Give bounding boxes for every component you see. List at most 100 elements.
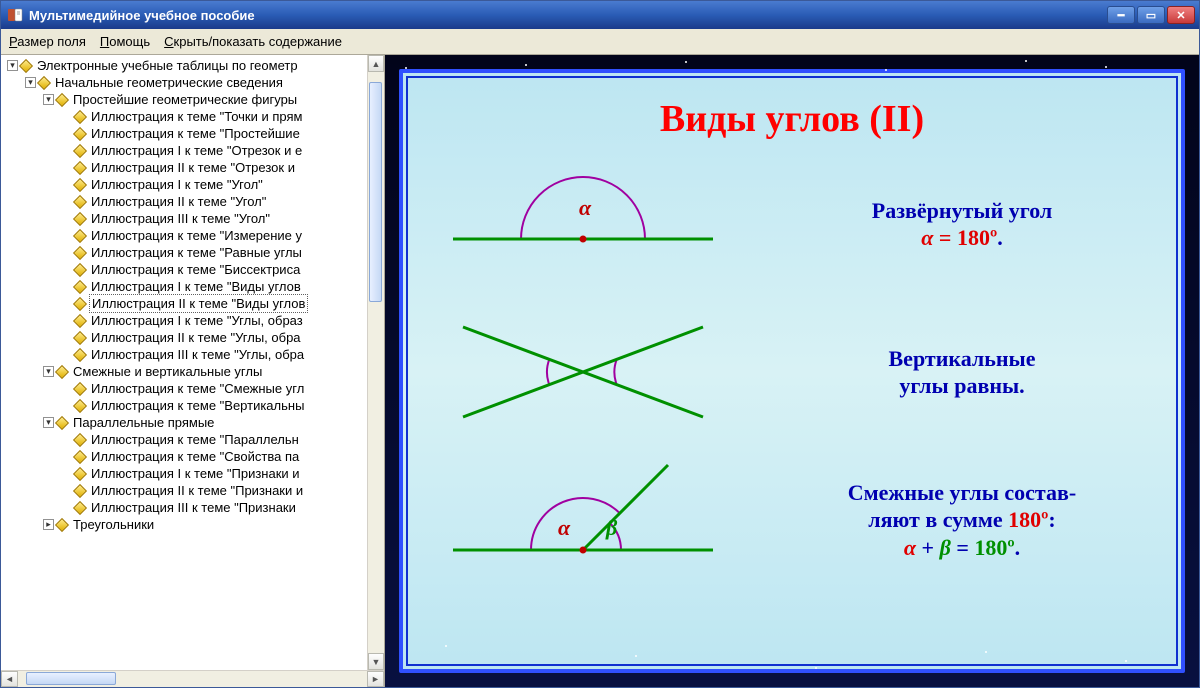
tree-item-label: Иллюстрация к теме "Измерение у xyxy=(89,227,304,244)
tree-item[interactable]: Иллюстрация I к теме "Углы, образ xyxy=(3,312,367,329)
diamond-icon xyxy=(73,381,87,395)
row-vertical-angles: Вертикальные углы равны. xyxy=(413,307,1171,437)
collapse-icon[interactable]: ▾ xyxy=(43,417,54,428)
diamond-icon xyxy=(73,109,87,123)
tree-item[interactable]: Иллюстрация I к теме "Угол" xyxy=(3,176,367,193)
desc-line: Развёрнутый угол xyxy=(753,197,1171,225)
tree-item-label: Иллюстрация II к теме "Виды углов xyxy=(89,294,308,313)
star-decoration xyxy=(635,655,637,657)
tree-item[interactable]: Иллюстрация к теме "Параллельн xyxy=(3,431,367,448)
desc-formula: α + β = 180º. xyxy=(753,534,1171,562)
tree-item[interactable]: Иллюстрация II к теме "Виды углов xyxy=(3,295,367,312)
tree-view[interactable]: ▾Электронные учебные таблицы по геометр▾… xyxy=(1,55,367,670)
tree-item[interactable]: Иллюстрация III к теме "Признаки xyxy=(3,499,367,516)
tree-item[interactable]: Иллюстрация II к теме "Углы, обра xyxy=(3,329,367,346)
tree-item[interactable]: Иллюстрация к теме "Равные углы xyxy=(3,244,367,261)
scroll-track-h[interactable] xyxy=(18,671,367,687)
scroll-thumb-h[interactable] xyxy=(26,672,116,685)
desc-vertical-angles: Вертикальные углы равны. xyxy=(753,345,1171,400)
diamond-icon xyxy=(73,466,87,480)
titlebar[interactable]: Мультимедийное учебное пособие ━ ▭ ✕ xyxy=(1,1,1199,29)
tree-item[interactable]: Иллюстрация к теме "Точки и прям xyxy=(3,108,367,125)
tree-item[interactable]: Иллюстрация II к теме "Отрезок и xyxy=(3,159,367,176)
desc-adjacent-angles: Смежные углы состав- ляют в сумме 180º: … xyxy=(753,479,1171,562)
tree-item[interactable]: Иллюстрация III к теме "Угол" xyxy=(3,210,367,227)
tree-item-label: Иллюстрация к теме "Простейшие xyxy=(89,125,302,142)
tree-item-label: Простейшие геометрические фигуры xyxy=(71,91,299,108)
tree-spacer xyxy=(61,230,72,241)
tree-item[interactable]: Иллюстрация I к теме "Отрезок и е xyxy=(3,142,367,159)
tree-item[interactable]: Иллюстрация к теме "Простейшие xyxy=(3,125,367,142)
tree-item[interactable]: ▾Смежные и вертикальные углы xyxy=(3,363,367,380)
diamond-icon xyxy=(73,347,87,361)
tree-item[interactable]: Иллюстрация I к теме "Виды углов xyxy=(3,278,367,295)
diamond-icon xyxy=(73,483,87,497)
star-decoration xyxy=(685,61,687,63)
diagram-straight-angle: α xyxy=(413,159,753,289)
collapse-icon[interactable]: ▾ xyxy=(43,366,54,377)
tree-item[interactable]: ▾Электронные учебные таблицы по геометр xyxy=(3,57,367,74)
tree-item[interactable]: Иллюстрация I к теме "Признаки и xyxy=(3,465,367,482)
star-decoration xyxy=(405,67,407,69)
tree-item[interactable]: ▾Параллельные прямые xyxy=(3,414,367,431)
collapse-icon[interactable]: ▾ xyxy=(7,60,18,71)
tree-item[interactable]: Иллюстрация к теме "Свойства па xyxy=(3,448,367,465)
vertical-scrollbar[interactable]: ▲ ▼ xyxy=(367,55,384,670)
menu-toggle-toc[interactable]: Скрыть/показать содержание xyxy=(164,34,342,49)
tree-item[interactable]: Иллюстрация к теме "Вертикальны xyxy=(3,397,367,414)
diamond-icon xyxy=(73,177,87,191)
tree-item-label: Иллюстрация к теме "Вертикальны xyxy=(89,397,306,414)
tree-item[interactable]: Иллюстрация II к теме "Угол" xyxy=(3,193,367,210)
diamond-icon xyxy=(37,75,51,89)
slide-frame: Виды углов (II) α Развёрнутый угол α = 1… xyxy=(399,69,1185,673)
collapse-icon[interactable]: ▾ xyxy=(43,94,54,105)
tree-item-label: Иллюстрация II к теме "Угол" xyxy=(89,193,268,210)
tree-item[interactable]: Иллюстрация к теме "Измерение у xyxy=(3,227,367,244)
horizontal-scrollbar[interactable]: ◄ ► xyxy=(1,670,384,687)
tree-item-label: Иллюстрация II к теме "Углы, обра xyxy=(89,329,303,346)
star-decoration xyxy=(525,64,527,66)
minimize-button[interactable]: ━ xyxy=(1107,6,1135,24)
diamond-icon xyxy=(73,449,87,463)
window-controls: ━ ▭ ✕ xyxy=(1107,6,1195,24)
scroll-left-button[interactable]: ◄ xyxy=(1,671,18,687)
close-button[interactable]: ✕ xyxy=(1167,6,1195,24)
tree-item-label: Иллюстрация к теме "Биссектриса xyxy=(89,261,302,278)
scroll-track[interactable] xyxy=(368,72,384,653)
tree-item[interactable]: ▾ Начальные геометрические сведения xyxy=(3,74,367,91)
tree-spacer xyxy=(61,468,72,479)
tree-item[interactable]: Иллюстрация III к теме "Углы, обра xyxy=(3,346,367,363)
tree-spacer xyxy=(61,349,72,360)
diamond-icon xyxy=(73,330,87,344)
star-decoration xyxy=(1025,60,1027,62)
expand-icon[interactable]: ▸ xyxy=(43,519,54,530)
desc-formula: α = 180º. xyxy=(753,224,1171,252)
tree-item-label: Начальные геометрические сведения xyxy=(53,74,285,91)
scroll-down-button[interactable]: ▼ xyxy=(368,653,384,670)
tree-item-label: Иллюстрация I к теме "Отрезок и е xyxy=(89,142,304,159)
maximize-button[interactable]: ▭ xyxy=(1137,6,1165,24)
tree-spacer xyxy=(61,332,72,343)
scroll-thumb[interactable] xyxy=(369,82,382,302)
diamond-icon xyxy=(73,126,87,140)
scroll-up-button[interactable]: ▲ xyxy=(368,55,384,72)
scroll-right-button[interactable]: ► xyxy=(367,671,384,687)
diamond-icon xyxy=(73,262,87,276)
menu-field-size[interactable]: Размер поля xyxy=(9,34,86,49)
star-decoration xyxy=(985,651,987,653)
tree-item[interactable]: Иллюстрация II к теме "Признаки и xyxy=(3,482,367,499)
desc-straight-angle: Развёрнутый угол α = 180º. xyxy=(753,197,1171,252)
tree-spacer xyxy=(61,383,72,394)
app-icon xyxy=(7,7,23,23)
tree-item[interactable]: Иллюстрация к теме "Смежные угл xyxy=(3,380,367,397)
slide-title: Виды углов (II) xyxy=(413,97,1171,141)
collapse-icon[interactable]: ▾ xyxy=(25,77,36,88)
menu-help[interactable]: Помощь xyxy=(100,34,150,49)
tree-item[interactable]: ▸Треугольники xyxy=(3,516,367,533)
row-straight-angle: α Развёрнутый угол α = 180º. xyxy=(413,159,1171,289)
tree-spacer xyxy=(61,264,72,275)
tree-spacer xyxy=(61,162,72,173)
tree-item[interactable]: ▾ Простейшие геометрические фигуры xyxy=(3,91,367,108)
tree-item[interactable]: Иллюстрация к теме "Биссектриса xyxy=(3,261,367,278)
star-decoration xyxy=(1105,66,1107,68)
